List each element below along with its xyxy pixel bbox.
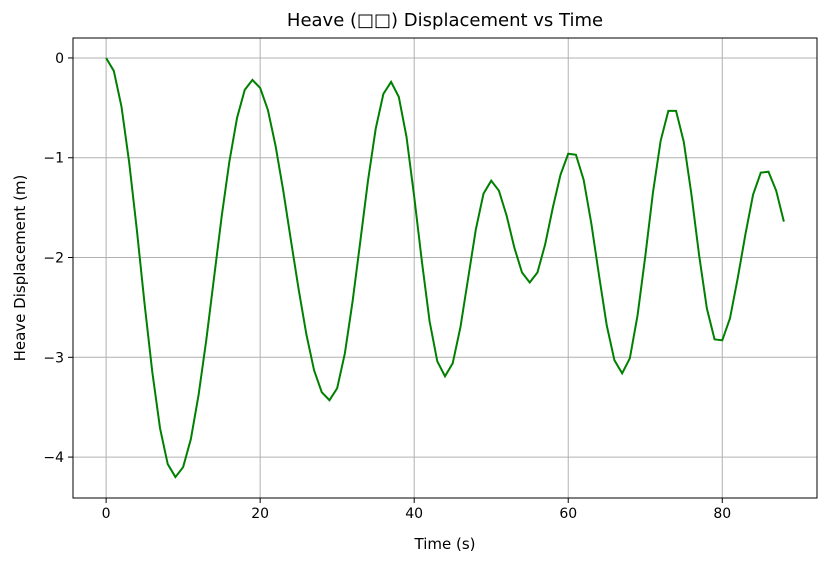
x-tick-label: 80 [713,506,731,522]
x-axis-label: Time (s) [414,535,476,553]
y-tick-label: −2 [43,251,64,267]
x-tick-label: 60 [559,506,577,522]
x-tick-label: 40 [405,506,423,522]
y-axis-label: Heave Displacement (m) [11,175,29,362]
y-tick-label: 0 [55,51,64,67]
y-tick-label: −3 [43,350,64,366]
plot-frame [72,37,818,499]
chart-title: Heave (□□) Displacement vs Time [287,10,603,31]
data-line [105,57,785,479]
y-tick-label: −1 [43,151,64,167]
x-tick-label: 0 [102,506,111,522]
x-tick-label: 20 [251,506,269,522]
y-tick-label: −4 [43,450,64,466]
